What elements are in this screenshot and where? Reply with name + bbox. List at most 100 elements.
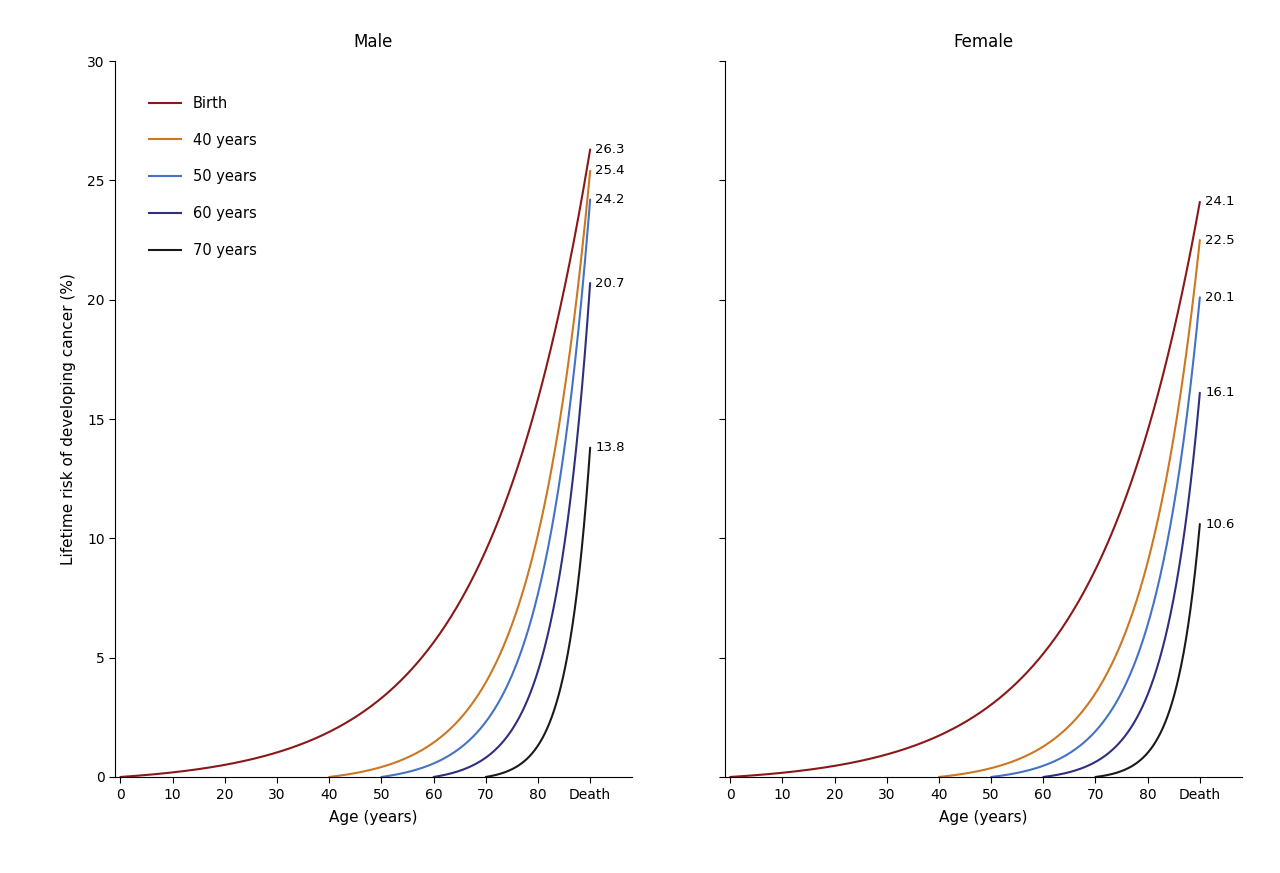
Line: Birth: Birth [120, 149, 590, 777]
50 years [1084, 730, 1100, 740]
40 years [1055, 726, 1070, 737]
70 years [563, 628, 579, 638]
Text: 16.1: 16.1 [1204, 386, 1235, 399]
40 years [447, 719, 462, 730]
Birth [367, 698, 383, 709]
X-axis label: Age (years): Age (years) [940, 810, 1028, 825]
Birth [722, 772, 737, 782]
60 years [520, 697, 535, 707]
70 years [1144, 742, 1160, 753]
50 years [1192, 292, 1207, 303]
40 years [535, 506, 550, 517]
Birth [1107, 520, 1123, 531]
Text: 13.8: 13.8 [595, 441, 625, 454]
70 years [580, 477, 595, 487]
40 years [477, 679, 493, 690]
X-axis label: Age (years): Age (years) [329, 810, 417, 825]
Line: Birth: Birth [730, 202, 1199, 777]
Birth [582, 144, 598, 155]
50 years [1097, 716, 1112, 726]
Line: 70 years: 70 years [486, 448, 590, 777]
50 years [486, 705, 502, 715]
Text: 10.6: 10.6 [1204, 518, 1234, 531]
Line: 70 years: 70 years [1096, 524, 1199, 777]
70 years [535, 733, 550, 744]
70 years [540, 722, 556, 732]
60 years [1164, 603, 1179, 614]
70 years [1174, 661, 1189, 671]
70 years [1088, 772, 1103, 782]
60 years [1188, 428, 1203, 438]
40 years [462, 701, 477, 711]
60 years [1192, 388, 1207, 398]
60 years [1129, 713, 1144, 724]
70 years [1138, 750, 1153, 760]
40 years [1087, 690, 1102, 700]
Birth [1181, 257, 1197, 267]
Line: 50 years: 50 years [991, 298, 1199, 777]
Text: 26.3: 26.3 [595, 143, 625, 156]
40 years [1185, 291, 1201, 301]
60 years [426, 772, 442, 782]
50 years [983, 772, 998, 782]
40 years [1073, 709, 1088, 719]
Line: 50 years: 50 years [381, 200, 590, 777]
40 years [1146, 537, 1161, 547]
50 years [474, 722, 489, 732]
Birth [977, 705, 992, 715]
Birth [392, 676, 407, 686]
50 years [1155, 561, 1170, 572]
Birth [948, 722, 964, 732]
Text: 24.1: 24.1 [1204, 196, 1235, 209]
Legend: Birth, 40 years, 50 years, 60 years, 70 years: Birth, 40 years, 50 years, 60 years, 70 … [143, 90, 262, 264]
40 years [1192, 235, 1207, 245]
Birth [335, 719, 351, 730]
70 years [529, 743, 544, 753]
Text: 22.5: 22.5 [1204, 234, 1235, 246]
Birth [498, 497, 513, 507]
Text: 20.1: 20.1 [1204, 291, 1235, 304]
60 years [1110, 739, 1125, 750]
Y-axis label: Lifetime risk of developing cancer (%): Lifetime risk of developing cancer (%) [61, 273, 76, 565]
40 years [582, 166, 598, 176]
50 years [1083, 732, 1098, 742]
Birth [113, 772, 128, 782]
40 years [576, 229, 591, 239]
Title: Female: Female [954, 33, 1014, 52]
60 years [500, 730, 516, 740]
60 years [554, 555, 570, 566]
50 years [1187, 342, 1202, 353]
40 years [1057, 725, 1073, 736]
50 years [374, 772, 389, 782]
Text: 25.4: 25.4 [595, 164, 625, 177]
Birth [1192, 196, 1207, 207]
Line: 60 years: 60 years [1043, 393, 1199, 777]
Birth [946, 724, 961, 734]
Text: 20.7: 20.7 [595, 277, 625, 290]
Birth [339, 718, 355, 728]
70 years [1189, 545, 1204, 555]
Text: 24.2: 24.2 [595, 193, 625, 206]
70 years [527, 744, 543, 754]
Title: Male: Male [353, 33, 393, 52]
Birth [571, 210, 586, 220]
40 years [321, 772, 337, 782]
70 years [479, 772, 494, 782]
70 years [582, 443, 598, 453]
Line: 40 years: 40 years [940, 240, 1199, 777]
Line: 40 years: 40 years [329, 171, 590, 777]
Birth [1002, 684, 1018, 695]
50 years [1107, 698, 1123, 709]
40 years [932, 772, 947, 782]
50 years [582, 195, 598, 205]
60 years [582, 278, 598, 288]
50 years [577, 254, 593, 265]
50 years [545, 519, 561, 529]
70 years [1138, 751, 1153, 761]
60 years [1036, 772, 1051, 782]
50 years [498, 684, 513, 694]
60 years [1120, 727, 1135, 738]
60 years [579, 329, 594, 340]
40 years [445, 721, 461, 732]
70 years [1192, 519, 1207, 529]
